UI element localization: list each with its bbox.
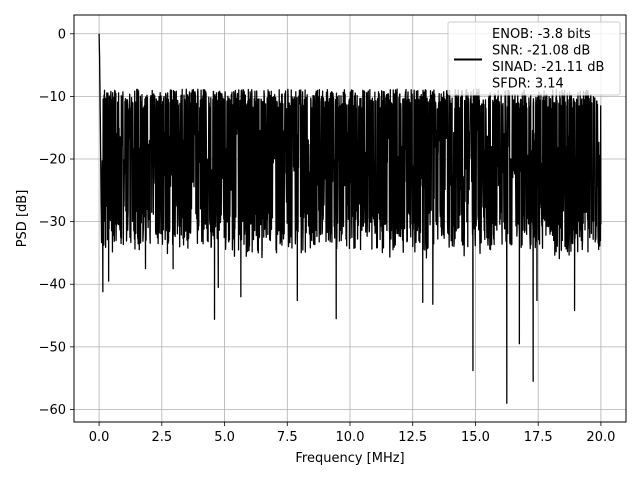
- x-tick-label: 7.5: [277, 430, 298, 445]
- y-tick-label: 0: [58, 27, 66, 42]
- x-tick-label: 20.0: [586, 430, 615, 445]
- axis-ticks: 0.0 2.5 5.0 7.5 10.0 12.5 15.0 17.5 20.0 0 −10 −20 −…: [39, 27, 616, 445]
- y-tick-label: −60: [39, 403, 66, 418]
- y-tick-label: −10: [39, 90, 66, 105]
- legend-box: [447, 21, 621, 96]
- legend-line-3: SFDR: 3.14: [492, 77, 564, 92]
- x-tick-label: 5.0: [214, 430, 235, 445]
- x-axis-label: Frequency [MHz]: [295, 451, 404, 466]
- legend-text: ENOB: -3.8 bits SNR: -21.08 dB SINAD: -21.…: [492, 27, 604, 92]
- x-tick-label: 10.0: [336, 430, 365, 445]
- y-tick-label: −40: [39, 278, 66, 293]
- legend-line-1: SNR: -21.08 dB: [492, 44, 590, 59]
- x-tick-label: 15.0: [461, 430, 490, 445]
- y-axis-label: PSD [dB]: [15, 190, 30, 248]
- y-tick-label: −20: [39, 153, 66, 168]
- x-tick-label: 2.5: [151, 430, 172, 445]
- x-tick-label: 17.5: [524, 430, 553, 445]
- y-tick-label: −50: [39, 340, 66, 355]
- x-tick-label: 0.0: [89, 430, 110, 445]
- x-tick-label: 12.5: [398, 430, 427, 445]
- legend-line-2: SINAD: -21.11 dB: [492, 60, 604, 75]
- y-tick-label: −30: [39, 215, 66, 230]
- legend: ENOB: -3.8 bits SNR: -21.08 dB SINAD: -21.…: [447, 21, 621, 96]
- legend-line-0: ENOB: -3.8 bits: [492, 27, 591, 42]
